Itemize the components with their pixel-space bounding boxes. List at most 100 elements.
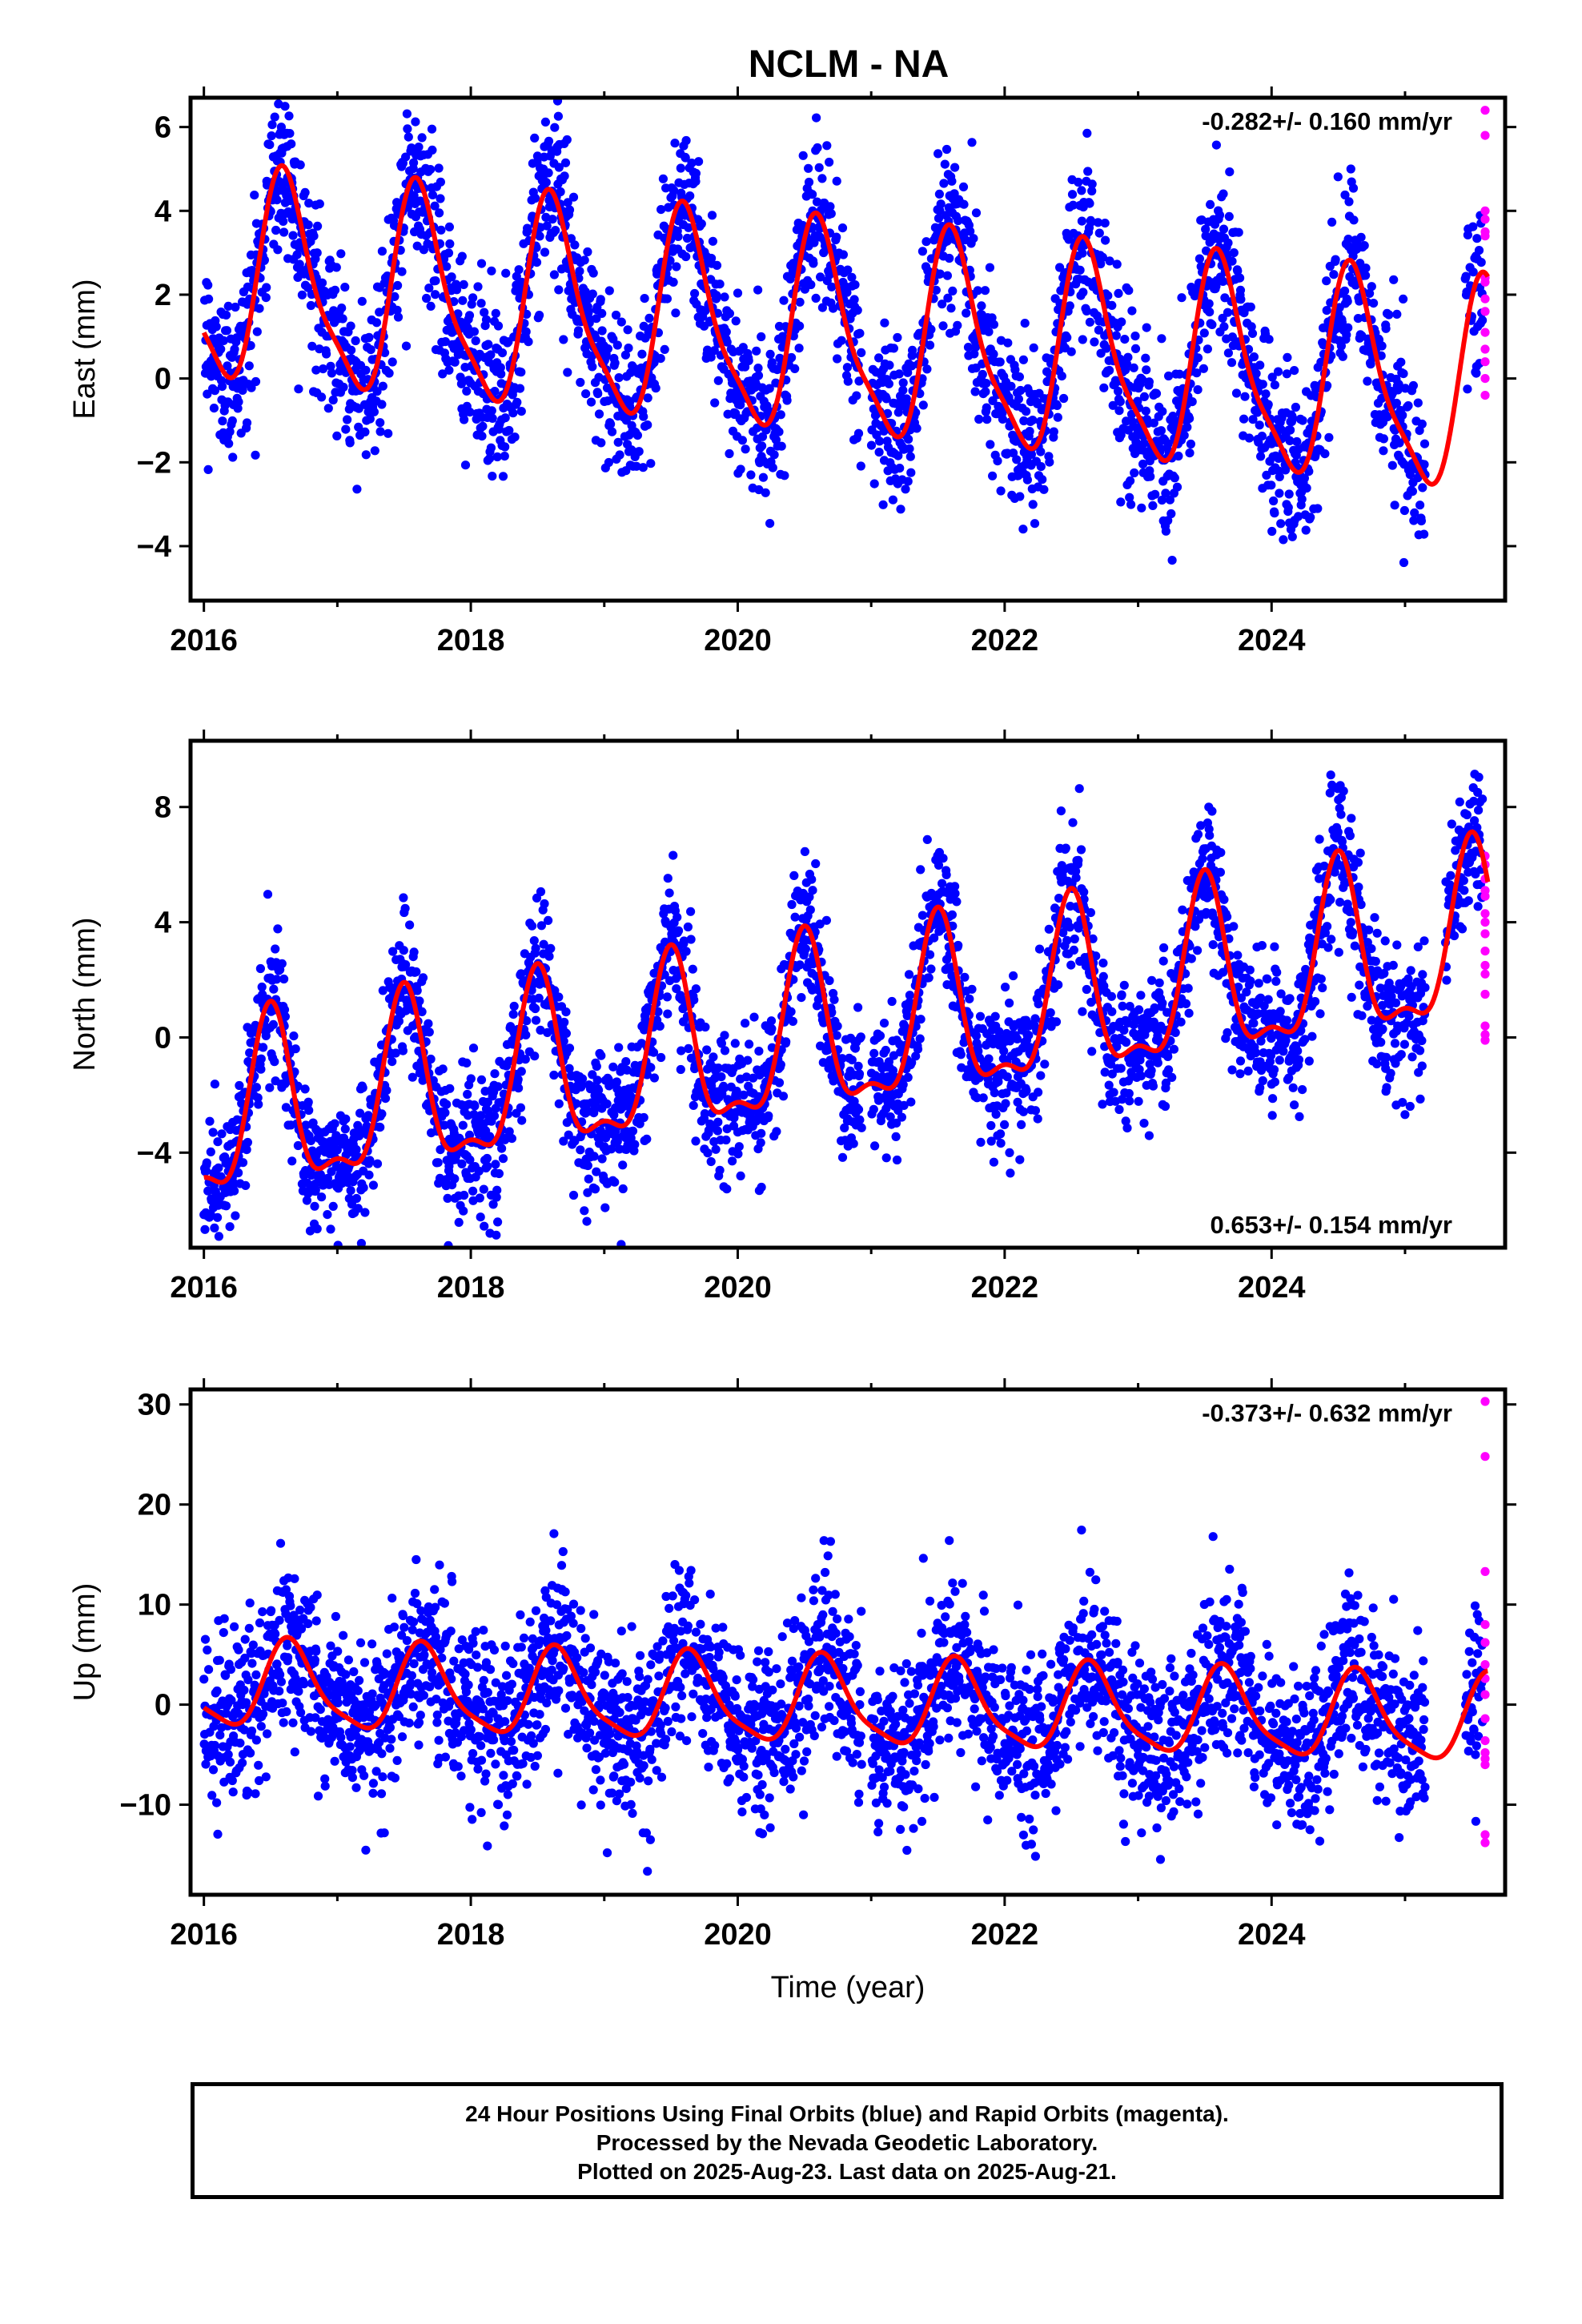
data-point [805, 905, 815, 915]
data-point [1356, 232, 1366, 242]
data-point [728, 1156, 737, 1166]
data-point [460, 415, 469, 424]
data-point [1306, 513, 1315, 522]
data-point [648, 1047, 659, 1057]
data-point [1166, 509, 1176, 519]
data-point [459, 1206, 468, 1216]
data-point [326, 361, 335, 371]
data-point [1264, 335, 1274, 344]
data-point [806, 279, 816, 290]
data-point [1036, 462, 1046, 472]
data-point [394, 1016, 404, 1026]
data-point [939, 179, 949, 188]
data-point [242, 418, 252, 428]
data-point [265, 140, 275, 150]
data-point [313, 221, 323, 231]
data-point [468, 1186, 478, 1196]
data-point [1015, 492, 1025, 501]
data-point [804, 163, 813, 173]
data-point [741, 1019, 750, 1028]
data-point [1235, 285, 1246, 295]
data-point [973, 286, 982, 296]
data-point [809, 259, 818, 268]
data-point [989, 1157, 998, 1167]
data-point [456, 372, 465, 382]
data-point [683, 922, 693, 932]
data-point [1105, 256, 1114, 266]
data-point [986, 440, 995, 449]
data-point [352, 485, 362, 494]
data-point [568, 192, 579, 202]
x-tick-label: 2018 [437, 624, 505, 657]
data-point [1086, 217, 1096, 227]
data-point [332, 431, 342, 441]
data-point [738, 343, 748, 352]
data-point [614, 1043, 624, 1052]
data-point [649, 1073, 660, 1083]
data-point [454, 1217, 464, 1227]
data-point [471, 336, 480, 346]
data-point [656, 205, 666, 215]
data-point [757, 1128, 766, 1138]
data-point [548, 215, 557, 224]
data-point [401, 960, 411, 970]
data-point [536, 887, 546, 897]
data-point [685, 191, 695, 201]
data-point [468, 293, 478, 303]
data-point [600, 1203, 610, 1212]
data-point [852, 391, 861, 400]
data-point [341, 424, 351, 434]
data-point [483, 1097, 492, 1107]
data-point [375, 427, 385, 436]
data-point [1211, 140, 1221, 150]
data-point [328, 1201, 338, 1211]
data-point [523, 226, 532, 235]
data-point [466, 1074, 476, 1084]
data-point [894, 369, 904, 379]
data-point [1082, 306, 1091, 316]
data-point [1223, 238, 1233, 247]
data-point [969, 234, 978, 243]
rapid-point [1480, 215, 1490, 224]
data-point [583, 1160, 592, 1171]
data-point [312, 1224, 322, 1234]
data-point [1170, 473, 1179, 483]
data-point [711, 1144, 721, 1154]
data-point [669, 277, 678, 287]
data-point [458, 296, 468, 305]
data-point [1165, 495, 1174, 505]
data-point [1472, 234, 1482, 243]
data-point [493, 1082, 503, 1092]
data-point [593, 389, 603, 399]
data-point [1149, 418, 1158, 428]
data-point [690, 288, 700, 299]
data-point [1123, 352, 1133, 362]
data-point [1157, 334, 1166, 344]
data-point [1215, 211, 1225, 220]
data-point [494, 1168, 504, 1179]
data-point [1244, 433, 1254, 443]
data-point [984, 1054, 994, 1063]
data-point [713, 1117, 723, 1127]
data-point [1248, 415, 1258, 424]
data-point [411, 117, 420, 127]
data-point [832, 176, 841, 186]
data-point [559, 1036, 568, 1046]
data-point [588, 268, 598, 278]
data-point [1078, 287, 1088, 297]
data-point [940, 159, 950, 169]
data-point [1256, 452, 1266, 461]
data-point [694, 157, 704, 167]
data-point [1275, 489, 1284, 498]
data-point [203, 389, 212, 399]
data-point [255, 304, 264, 313]
data-point [341, 1114, 351, 1124]
data-point [489, 1111, 500, 1120]
data-point [464, 1130, 475, 1140]
data-point [234, 1168, 243, 1178]
data-point [616, 317, 626, 327]
data-point [958, 182, 969, 191]
y-tick-label: 6 [155, 111, 171, 145]
data-point [536, 921, 547, 931]
